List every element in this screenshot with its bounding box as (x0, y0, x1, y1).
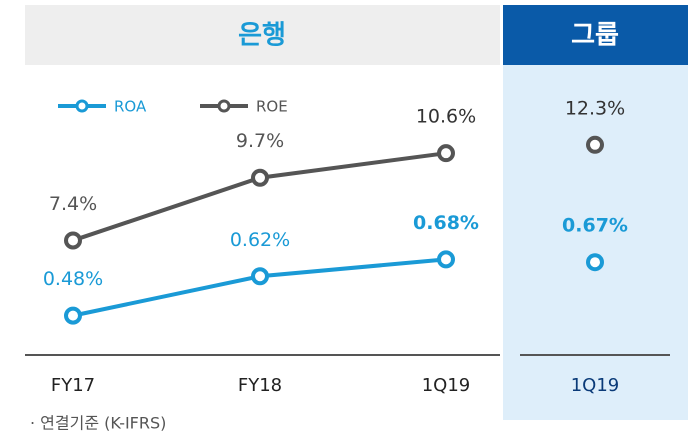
chart-title: 그룹 (571, 21, 619, 51)
point (64, 306, 82, 325)
x-tick-label: 1Q19 (571, 375, 620, 396)
point (437, 250, 455, 269)
chart-title: 은행 (238, 21, 286, 51)
data-label: 0.67% (562, 215, 628, 237)
data-label: 0.62% (230, 229, 290, 251)
group-header (503, 5, 688, 65)
point (586, 253, 604, 272)
point (586, 135, 604, 154)
point (251, 168, 269, 187)
data-label: 9.7% (236, 130, 284, 152)
legend-marker (217, 99, 231, 113)
data-label: 12.3% (565, 97, 625, 119)
data-label: 0.48% (43, 268, 103, 290)
bank-header (25, 5, 500, 65)
data-label: 0.68% (413, 212, 479, 234)
point (64, 231, 82, 250)
footnote: · 연결기준 (K-IFRS) (30, 414, 166, 433)
group-panel (503, 65, 688, 420)
x-tick-label: FY17 (51, 375, 95, 396)
legend-label: ROE (256, 98, 288, 116)
legend-label: ROA (114, 98, 147, 116)
x-tick-label: FY18 (238, 375, 282, 396)
point (251, 267, 269, 286)
legend-marker (75, 99, 89, 113)
point (437, 144, 455, 163)
series-line (72, 151, 447, 243)
data-label: 7.4% (49, 193, 97, 215)
data-label: 10.6% (416, 106, 476, 128)
x-tick-label: 1Q19 (422, 375, 471, 396)
